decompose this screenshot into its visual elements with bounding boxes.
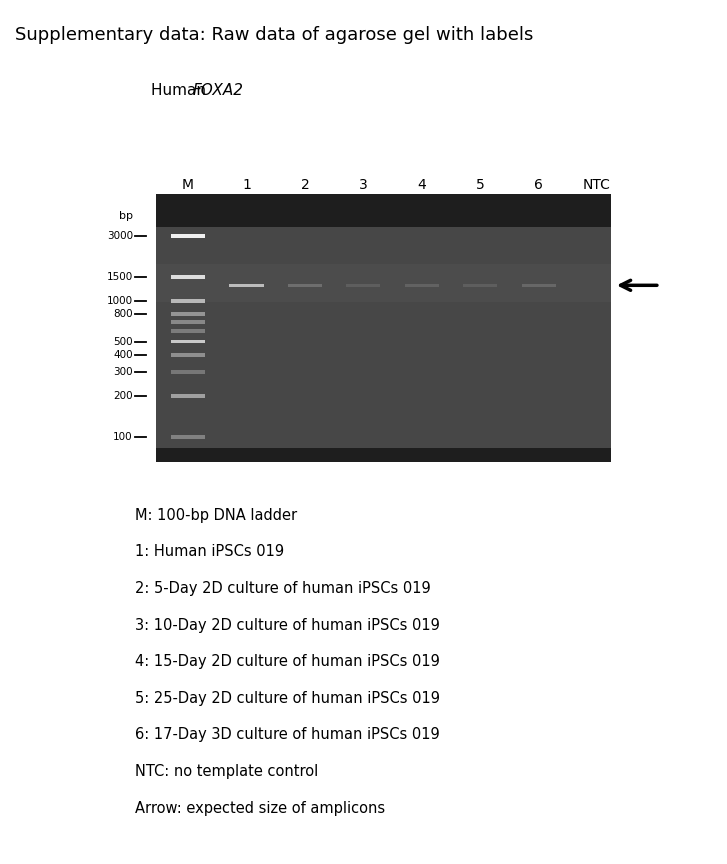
Bar xyxy=(346,283,380,287)
Text: 4: 15-Day 2D culture of human iPSCs 019: 4: 15-Day 2D culture of human iPSCs 019 xyxy=(135,654,440,669)
Text: 1000: 1000 xyxy=(107,295,133,306)
Text: 200: 200 xyxy=(113,391,133,401)
Text: FOXA2: FOXA2 xyxy=(193,83,244,98)
Text: 1: 1 xyxy=(242,178,251,193)
Bar xyxy=(171,299,205,302)
Text: 1500: 1500 xyxy=(107,272,133,282)
Text: 3: 3 xyxy=(359,178,368,193)
Text: NTC: NTC xyxy=(583,178,611,193)
Text: 400: 400 xyxy=(113,350,133,360)
Text: NTC: no template control: NTC: no template control xyxy=(135,764,318,779)
Bar xyxy=(156,264,611,302)
Text: 1: Human iPSCs 019: 1: Human iPSCs 019 xyxy=(135,544,284,559)
Text: Human: Human xyxy=(150,83,211,98)
Text: 2: 5-Day 2D culture of human iPSCs 019: 2: 5-Day 2D culture of human iPSCs 019 xyxy=(135,581,431,596)
Text: 2: 2 xyxy=(300,178,309,193)
Bar xyxy=(171,321,205,324)
Text: 5: 5 xyxy=(476,178,485,193)
Text: 3: 10-Day 2D culture of human iPSCs 019: 3: 10-Day 2D culture of human iPSCs 019 xyxy=(135,618,440,632)
Bar xyxy=(521,283,555,287)
Bar xyxy=(405,283,439,287)
Bar xyxy=(156,194,611,226)
Text: 100: 100 xyxy=(113,432,133,442)
Bar xyxy=(171,234,205,238)
Text: M: M xyxy=(182,178,194,193)
Bar xyxy=(171,329,205,333)
Text: bp: bp xyxy=(119,211,133,221)
Bar xyxy=(156,226,611,448)
Bar xyxy=(171,370,205,373)
Bar xyxy=(288,283,322,287)
Bar xyxy=(171,340,205,344)
Bar xyxy=(463,283,497,287)
Text: Arrow: expected size of amplicons: Arrow: expected size of amplicons xyxy=(135,801,385,816)
Bar xyxy=(171,353,205,357)
Bar xyxy=(171,394,205,397)
Text: 4: 4 xyxy=(417,178,426,193)
Text: 5: 25-Day 2D culture of human iPSCs 019: 5: 25-Day 2D culture of human iPSCs 019 xyxy=(135,691,441,706)
Bar xyxy=(171,435,205,439)
Text: 800: 800 xyxy=(113,309,133,319)
Bar xyxy=(171,312,205,315)
Text: 300: 300 xyxy=(113,367,133,377)
Text: 6: 17-Day 3D culture of human iPSCs 019: 6: 17-Day 3D culture of human iPSCs 019 xyxy=(135,727,440,742)
Bar xyxy=(230,283,264,287)
Bar xyxy=(171,275,205,278)
Text: 6: 6 xyxy=(534,178,543,193)
Text: M: 100-bp DNA ladder: M: 100-bp DNA ladder xyxy=(135,507,297,523)
Text: 500: 500 xyxy=(113,337,133,346)
Text: Supplementary data: Raw data of agarose gel with labels: Supplementary data: Raw data of agarose … xyxy=(15,26,533,43)
Bar xyxy=(156,448,611,462)
Text: 3000: 3000 xyxy=(107,231,133,241)
